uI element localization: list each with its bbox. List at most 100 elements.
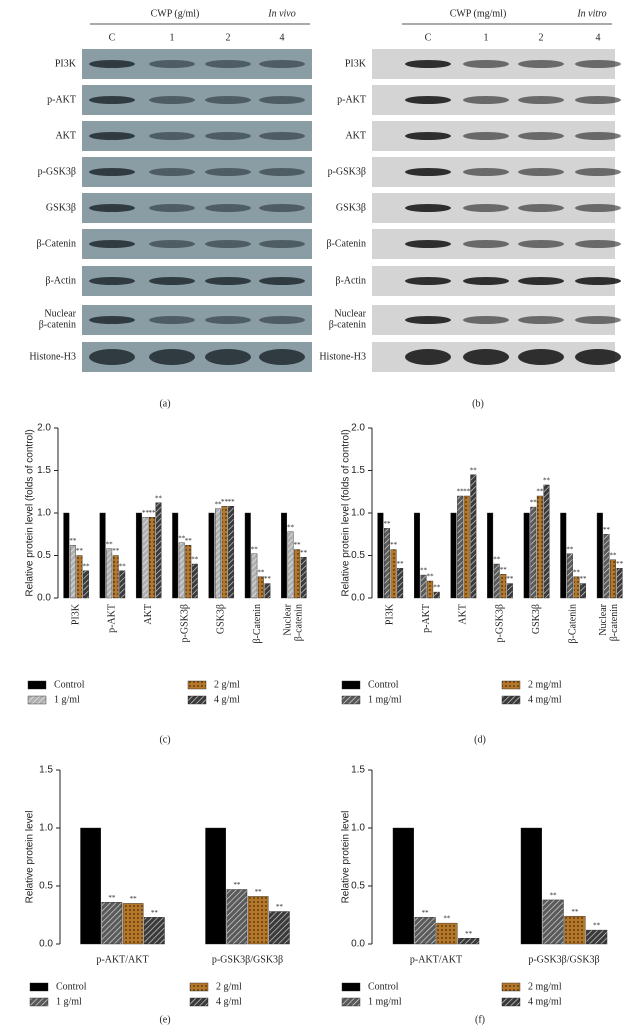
bar [281, 512, 288, 599]
blot-band [259, 60, 305, 68]
legend-swatch [29, 997, 49, 1007]
bar [226, 889, 248, 945]
significance-label: ** [390, 541, 398, 549]
x-tick-label: p-GSK3β [179, 604, 190, 642]
significance-label: ** [264, 575, 272, 583]
bar [520, 827, 542, 945]
bar [536, 495, 543, 599]
y-tick-label: 1.0 [37, 508, 51, 519]
protein-label: AKT [345, 130, 366, 141]
bar [205, 827, 226, 945]
blot-band [149, 60, 195, 68]
bar [506, 583, 513, 599]
bar [580, 583, 587, 599]
blot-band [89, 60, 135, 68]
protein-label: β-Actin [45, 275, 76, 286]
significance-label: ** [300, 549, 308, 557]
blot-band [205, 60, 251, 68]
legend-swatch [341, 695, 361, 705]
blot-band [463, 204, 509, 212]
significance-label: ** [228, 498, 236, 506]
bar [377, 512, 384, 599]
blot-band [575, 277, 621, 285]
significance-label: ** [233, 881, 241, 889]
y-tick-label: 0.0 [351, 593, 365, 604]
blot-band [149, 96, 195, 104]
blot-band [259, 316, 305, 324]
legend-label: 4 mg/ml [528, 694, 562, 705]
protein-label: Histone-H3 [29, 351, 76, 362]
blot-band [405, 132, 451, 140]
y-tick-label: 1.5 [351, 765, 365, 776]
y-tick-label: 1.0 [351, 823, 365, 834]
blot-band [575, 240, 621, 248]
significance-label: ** [251, 545, 259, 553]
blot-band [149, 316, 195, 324]
blot-band [259, 240, 305, 248]
legend-label: 2 mg/ml [528, 679, 562, 690]
x-tick-label: Nuclear β-catenin [599, 603, 621, 643]
legend-label: Control [368, 679, 399, 690]
significance-label: ** [422, 909, 430, 917]
bar [294, 549, 301, 599]
bar [106, 548, 113, 599]
blot-band [205, 168, 251, 176]
blot-band [205, 316, 251, 324]
blot-band [463, 168, 509, 176]
bar [573, 576, 580, 599]
bar [287, 531, 294, 599]
legend-label: 1 mg/ml [368, 996, 402, 1007]
significance-label: ** [119, 562, 127, 570]
blot-band [405, 277, 451, 285]
legend-swatch [501, 982, 521, 992]
blot-band [149, 132, 195, 140]
blot-band [89, 349, 135, 365]
protein-label: GSK3β [336, 202, 366, 213]
significance-label: ** [178, 534, 186, 542]
legend-label: 4 g/ml [216, 996, 242, 1007]
protein-label: Nuclear β-catenin [326, 309, 366, 331]
significance-label: ** [255, 888, 263, 896]
significance-label: ** [566, 545, 574, 553]
bar [69, 545, 76, 599]
bar [257, 576, 264, 599]
blot-band [89, 132, 135, 140]
bar [122, 903, 144, 945]
significance-label: ** [76, 547, 84, 555]
bar [155, 502, 162, 599]
legend-swatch [187, 695, 207, 705]
bar [221, 506, 228, 599]
significance-label: ** [427, 573, 435, 581]
bar [135, 512, 142, 599]
blot-band [259, 277, 305, 285]
bar [542, 899, 564, 945]
blot-band [463, 240, 509, 248]
x-tick-label: AKT [458, 604, 469, 625]
blot-band [405, 96, 451, 104]
bar [420, 574, 427, 599]
significance-label: ** [463, 488, 471, 496]
lane-label: 4 [280, 32, 285, 43]
panel-label: (f) [475, 1014, 485, 1025]
bar [112, 555, 119, 599]
significance-label: ** [257, 568, 265, 576]
blot-band [149, 204, 195, 212]
blot-band [205, 240, 251, 248]
bar [144, 917, 165, 945]
blot-band [575, 132, 621, 140]
legend-label: Control [368, 981, 399, 992]
significance-label: ** [443, 915, 451, 923]
x-tick-label: p-GSK3β/GSK3β [212, 954, 283, 965]
blot-band [518, 132, 564, 140]
bar [463, 495, 470, 599]
bar [493, 563, 500, 599]
bar [63, 512, 70, 599]
legend-label: 2 g/ml [214, 679, 240, 690]
x-tick-label: PI3K [70, 603, 81, 625]
bar [470, 474, 477, 599]
x-tick-label: β-Catenin [567, 604, 578, 644]
x-tick-label: p-AKT [107, 604, 118, 633]
y-tick-label: 0.5 [351, 881, 365, 892]
legend-label: 1 g/ml [56, 996, 82, 1007]
bar [185, 545, 192, 599]
